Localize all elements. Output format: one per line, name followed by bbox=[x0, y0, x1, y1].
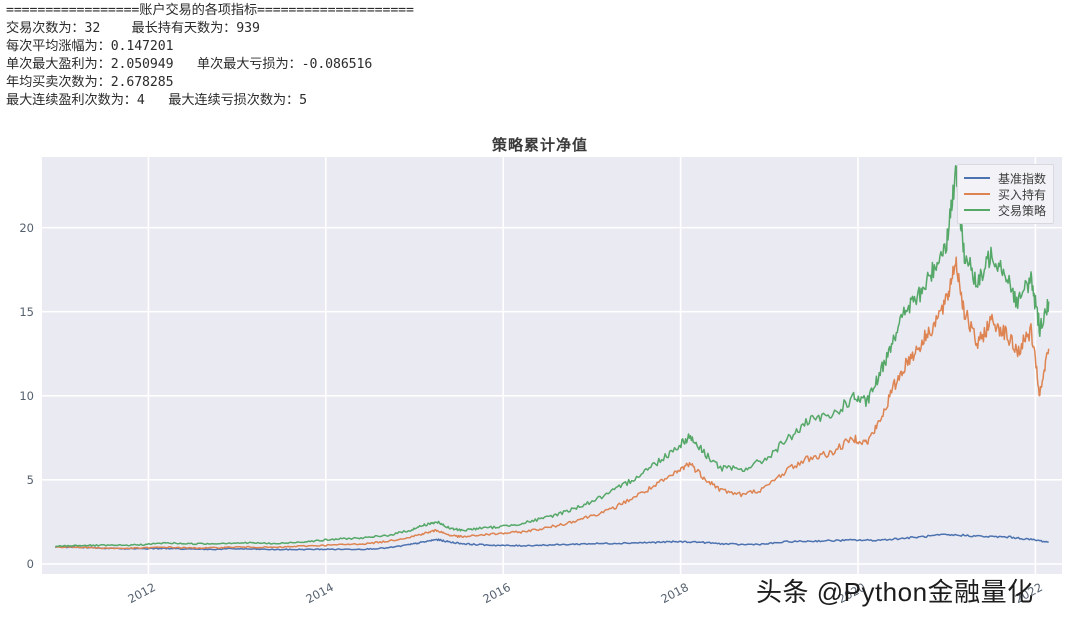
console-line-trade-count: 交易次数为：32 最长持有天数为：939 bbox=[6, 21, 260, 36]
plot-area bbox=[42, 157, 1062, 574]
legend-label-strategy: 交易策略 bbox=[998, 203, 1047, 218]
x-axis-tick-label: 2012 bbox=[125, 580, 159, 607]
horizontal-gridlines bbox=[42, 226, 1062, 565]
console-output-block: =================账户交易的各项指标==============… bbox=[6, 2, 706, 110]
y-axis-tick-label: 20 bbox=[19, 220, 34, 235]
y-axis-tick-label: 15 bbox=[19, 304, 34, 319]
series-line bbox=[55, 165, 1050, 548]
series-line bbox=[55, 256, 1050, 550]
y-axis-tick-label: 5 bbox=[26, 472, 34, 487]
chart-title: 策略累计净值 bbox=[491, 137, 588, 154]
legend-label-buy-hold: 买入持有 bbox=[998, 187, 1047, 202]
y-axis-tick-label: 0 bbox=[26, 556, 34, 571]
series-lines bbox=[54, 165, 1050, 551]
x-axis-tick-label: 2014 bbox=[303, 580, 336, 607]
console-line-max-profit-loss: 单次最大盈利为：2.050949 单次最大亏损为：-0.086516 bbox=[6, 57, 373, 72]
chart-canvas bbox=[42, 157, 1062, 574]
legend-item-buy-hold: 买入持有 bbox=[964, 186, 1046, 202]
console-line-avg-gain: 每次平均涨幅为：0.147201 bbox=[6, 39, 174, 54]
series-line bbox=[54, 533, 1049, 551]
y-axis-tick-label: 10 bbox=[19, 388, 34, 403]
legend-item-benchmark: 基准指数 bbox=[964, 170, 1046, 186]
console-line-consecutive: 最大连续盈利次数为：4 最大连续亏损次数为：5 bbox=[6, 93, 307, 108]
chart-legend: 基准指数 买入持有 交易策略 bbox=[957, 164, 1055, 224]
chart-figure: 策略累计净值 0 5 10 15 20 2012 2014 2016 2018 2020 2022… bbox=[0, 126, 1080, 626]
x-axis-tick-label: 2016 bbox=[480, 580, 514, 607]
legend-item-strategy: 交易策略 bbox=[964, 202, 1046, 218]
legend-swatch-buy-hold bbox=[964, 193, 990, 195]
y-axis: 0 5 10 15 20 bbox=[0, 157, 1080, 574]
x-axis-tick-label: 2018 bbox=[658, 580, 691, 607]
console-line-header: =================账户交易的各项指标==============… bbox=[6, 3, 414, 18]
console-line-annual-trades: 年均买卖次数为：2.678285 bbox=[6, 75, 174, 90]
watermark-text: 头条 @Python金融量化 bbox=[756, 577, 1034, 607]
legend-swatch-strategy bbox=[964, 209, 990, 211]
legend-label-benchmark: 基准指数 bbox=[998, 171, 1047, 186]
legend-swatch-benchmark bbox=[964, 177, 990, 179]
